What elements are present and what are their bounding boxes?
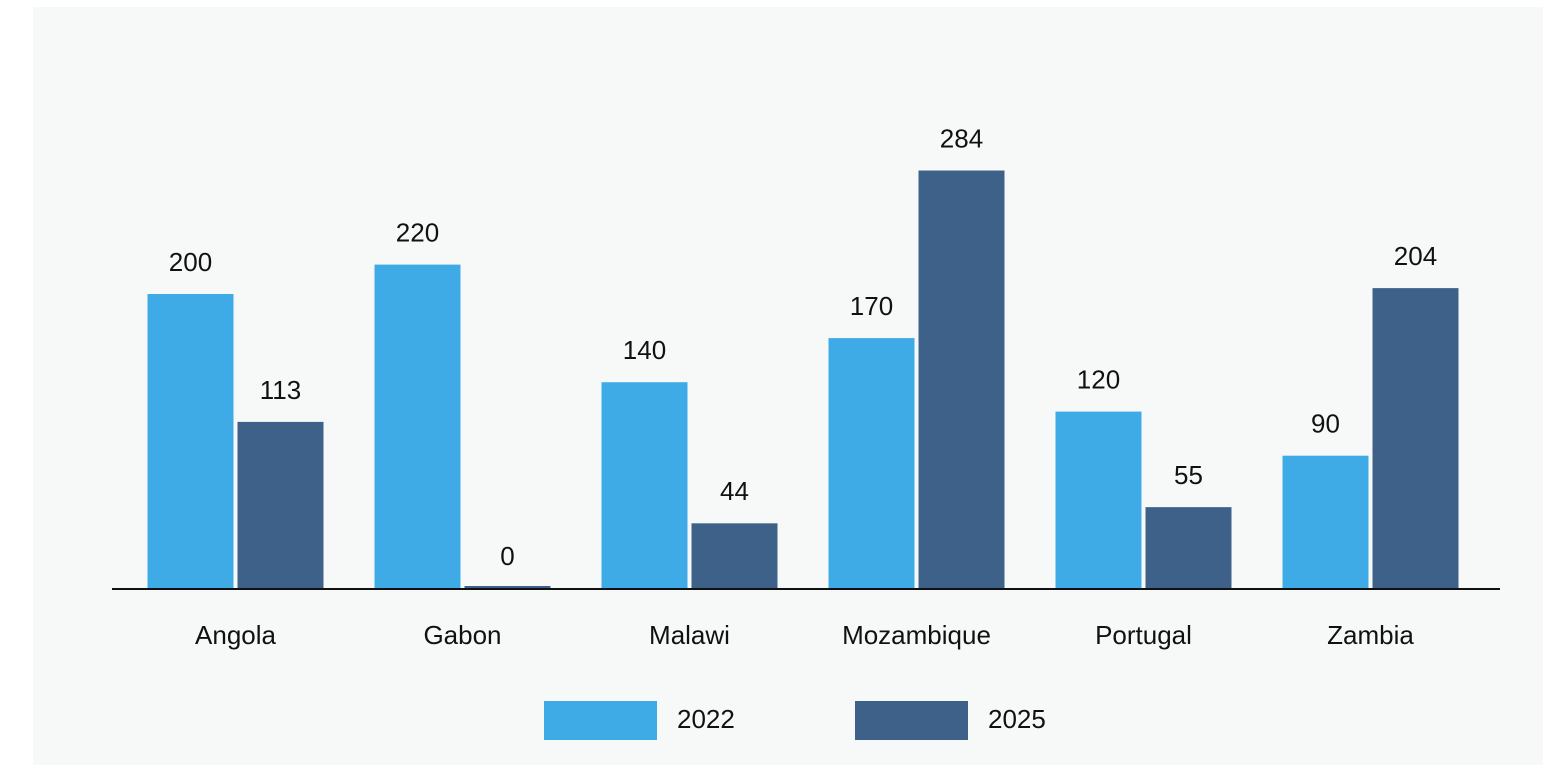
bar: [1145, 507, 1232, 588]
data-label: 44: [720, 476, 749, 506]
legend-label: 2022: [677, 704, 735, 734]
legend-label: 2025: [988, 704, 1046, 734]
data-label: 90: [1311, 409, 1340, 439]
data-label: 140: [623, 335, 666, 365]
legend-swatch: [855, 701, 968, 740]
legend-swatch: [544, 701, 657, 740]
data-label: 170: [850, 291, 893, 321]
x-tick-label: Zambia: [1327, 620, 1414, 650]
x-tick-label: Malawi: [649, 620, 730, 650]
data-label: 284: [940, 123, 983, 153]
bar: [237, 421, 324, 588]
bar: [691, 523, 778, 588]
data-label: 220: [396, 217, 439, 247]
bar: [1372, 288, 1459, 588]
bar: [374, 264, 461, 588]
bar: [464, 586, 551, 588]
x-tick-label: Gabon: [423, 620, 501, 650]
data-label: 0: [500, 541, 514, 571]
bar: [147, 294, 234, 588]
chart-background: [33, 7, 1543, 765]
bar: [1282, 455, 1369, 588]
bar: [918, 170, 1005, 588]
data-label: 120: [1077, 364, 1120, 394]
bar: [828, 338, 915, 588]
x-tick-label: Mozambique: [842, 620, 991, 650]
data-label: 204: [1394, 241, 1437, 271]
x-tick-label: Portugal: [1095, 620, 1192, 650]
data-label: 200: [169, 247, 212, 277]
bar: [1055, 411, 1142, 588]
x-tick-label: Angola: [195, 620, 276, 650]
data-label: 55: [1174, 460, 1203, 490]
bar: [601, 382, 688, 588]
data-label: 113: [260, 375, 301, 405]
